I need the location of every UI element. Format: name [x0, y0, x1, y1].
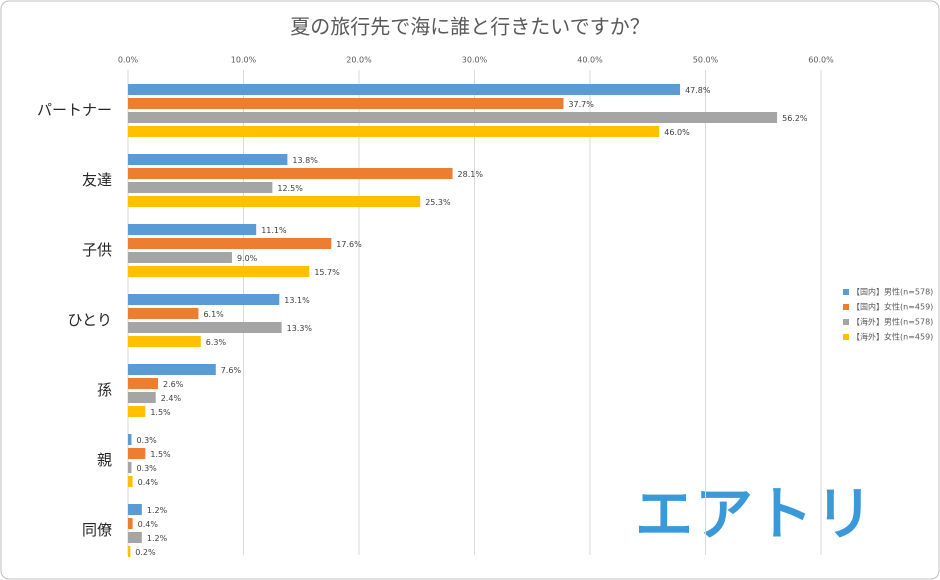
value-label: 2.6%	[163, 380, 184, 389]
legend-label: 【海外】女性(n=459)	[852, 332, 933, 342]
value-label: 37.7%	[568, 100, 594, 109]
value-label: 0.3%	[136, 464, 157, 473]
bar	[128, 112, 778, 123]
x-tick-label: 60.0%	[808, 56, 834, 65]
legend-swatch	[843, 289, 849, 295]
bar	[128, 168, 453, 179]
chart-title: 夏の旅行先で海に誰と行きたいですか？	[290, 15, 649, 39]
value-label: 25.3%	[425, 198, 451, 207]
bar	[128, 294, 280, 305]
value-label: 0.4%	[138, 520, 159, 529]
x-tick-label: 50.0%	[693, 56, 719, 65]
bar	[128, 154, 288, 165]
value-label: 47.8%	[685, 86, 711, 95]
x-tick-label: 0.0%	[118, 56, 139, 65]
bar	[128, 448, 146, 459]
x-tick-label: 20.0%	[346, 56, 372, 65]
value-label: 1.2%	[147, 534, 168, 543]
legend-label: 【国内】女性(n=459)	[852, 302, 933, 312]
bar	[128, 392, 156, 403]
bar	[128, 546, 131, 557]
category-label: 親	[97, 451, 112, 469]
logo: エアトリ	[635, 480, 875, 548]
value-label: 6.1%	[203, 310, 224, 319]
bar	[128, 462, 132, 473]
legend-label: 【海外】男性(n=578)	[852, 317, 933, 327]
value-label: 0.2%	[135, 548, 156, 557]
x-tick-label: 40.0%	[577, 56, 603, 65]
bar	[128, 266, 310, 277]
category-label: パートナー	[37, 101, 112, 119]
bar	[128, 364, 216, 375]
bar	[128, 84, 681, 95]
value-label: 56.2%	[782, 114, 808, 123]
value-label: 1.5%	[150, 450, 171, 459]
legend-swatch	[843, 304, 849, 310]
bar	[128, 196, 421, 207]
bar	[128, 252, 232, 263]
bar	[128, 238, 332, 249]
value-label: 9.0%	[237, 254, 258, 263]
category-label: 友達	[82, 171, 112, 189]
value-label: 46.0%	[664, 128, 690, 137]
value-label: 17.6%	[336, 240, 362, 249]
value-label: 1.2%	[147, 506, 168, 515]
category-label: ひとり	[67, 311, 112, 329]
value-label: 13.8%	[292, 156, 318, 165]
bar	[128, 322, 282, 333]
value-label: 13.1%	[284, 296, 310, 305]
bar	[128, 518, 133, 529]
category-label: 子供	[82, 241, 112, 259]
value-label: 0.4%	[138, 478, 159, 487]
bar	[128, 476, 133, 487]
value-label: 0.3%	[136, 436, 157, 445]
value-label: 12.5%	[277, 184, 303, 193]
legend-swatch	[843, 334, 849, 340]
bar	[128, 378, 159, 389]
bar	[128, 406, 146, 417]
legend-swatch	[843, 319, 849, 325]
value-label: 13.3%	[287, 324, 313, 333]
bar	[128, 336, 201, 347]
legend-label: 【国内】男性(n=578)	[852, 287, 933, 297]
category-label: 孫	[97, 381, 112, 399]
value-label: 7.6%	[221, 366, 242, 375]
bar	[128, 308, 199, 319]
bar	[128, 98, 564, 109]
bar	[128, 224, 257, 235]
value-label: 6.3%	[206, 338, 227, 347]
bar	[128, 126, 660, 137]
value-label: 28.1%	[458, 170, 484, 179]
x-tick-label: 10.0%	[231, 56, 257, 65]
bar	[128, 532, 142, 543]
value-label: 1.5%	[150, 408, 171, 417]
bar	[128, 434, 132, 445]
value-label: 2.4%	[161, 394, 182, 403]
value-label: 11.1%	[261, 226, 287, 235]
bar	[128, 504, 142, 515]
bar	[128, 182, 273, 193]
x-tick-label: 30.0%	[462, 56, 488, 65]
value-label: 15.7%	[314, 268, 340, 277]
category-label: 同僚	[82, 521, 112, 539]
